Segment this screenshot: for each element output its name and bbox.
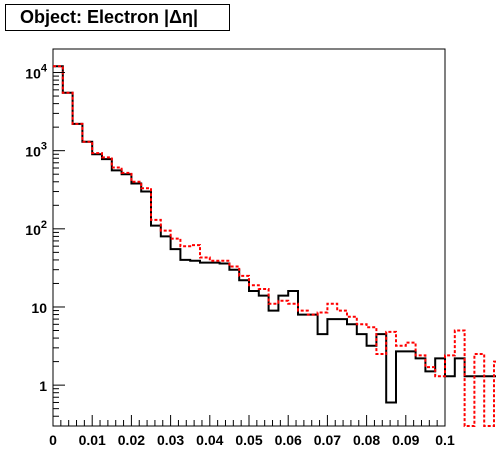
y-tick-label: 103 bbox=[25, 141, 47, 160]
x-tick-label: 0.05 bbox=[235, 432, 262, 448]
x-tick-label: 0.03 bbox=[157, 432, 184, 448]
x-tick-label: 0.01 bbox=[79, 432, 106, 448]
chart-title: Object: Electron |Δη| bbox=[5, 4, 230, 31]
x-tick-label: 0.09 bbox=[392, 432, 419, 448]
x-tick-label: 0 bbox=[49, 432, 57, 448]
y-tick-label: 1 bbox=[39, 378, 47, 394]
x-tick-label: 0.07 bbox=[314, 432, 341, 448]
y-tick-label: 102 bbox=[25, 219, 47, 238]
y-tick-label: 10 bbox=[31, 300, 47, 316]
histogram-series-1 bbox=[53, 65, 496, 427]
histogram-series-0 bbox=[53, 65, 496, 404]
x-tick-label: 0.04 bbox=[196, 432, 223, 448]
x-tick-label: 0.1 bbox=[435, 432, 455, 448]
x-tick-label: 0.08 bbox=[353, 432, 380, 448]
y-tick-label: 104 bbox=[25, 63, 48, 82]
x-tick-label: 0.06 bbox=[275, 432, 302, 448]
axis-layer: 0 0.01 0.02 0.03 0.04 0.05 0.06 0.07 0.08 0.09 0.1… bbox=[25, 48, 455, 448]
x-tick-label: 0.02 bbox=[118, 432, 145, 448]
series-layer bbox=[53, 65, 496, 427]
